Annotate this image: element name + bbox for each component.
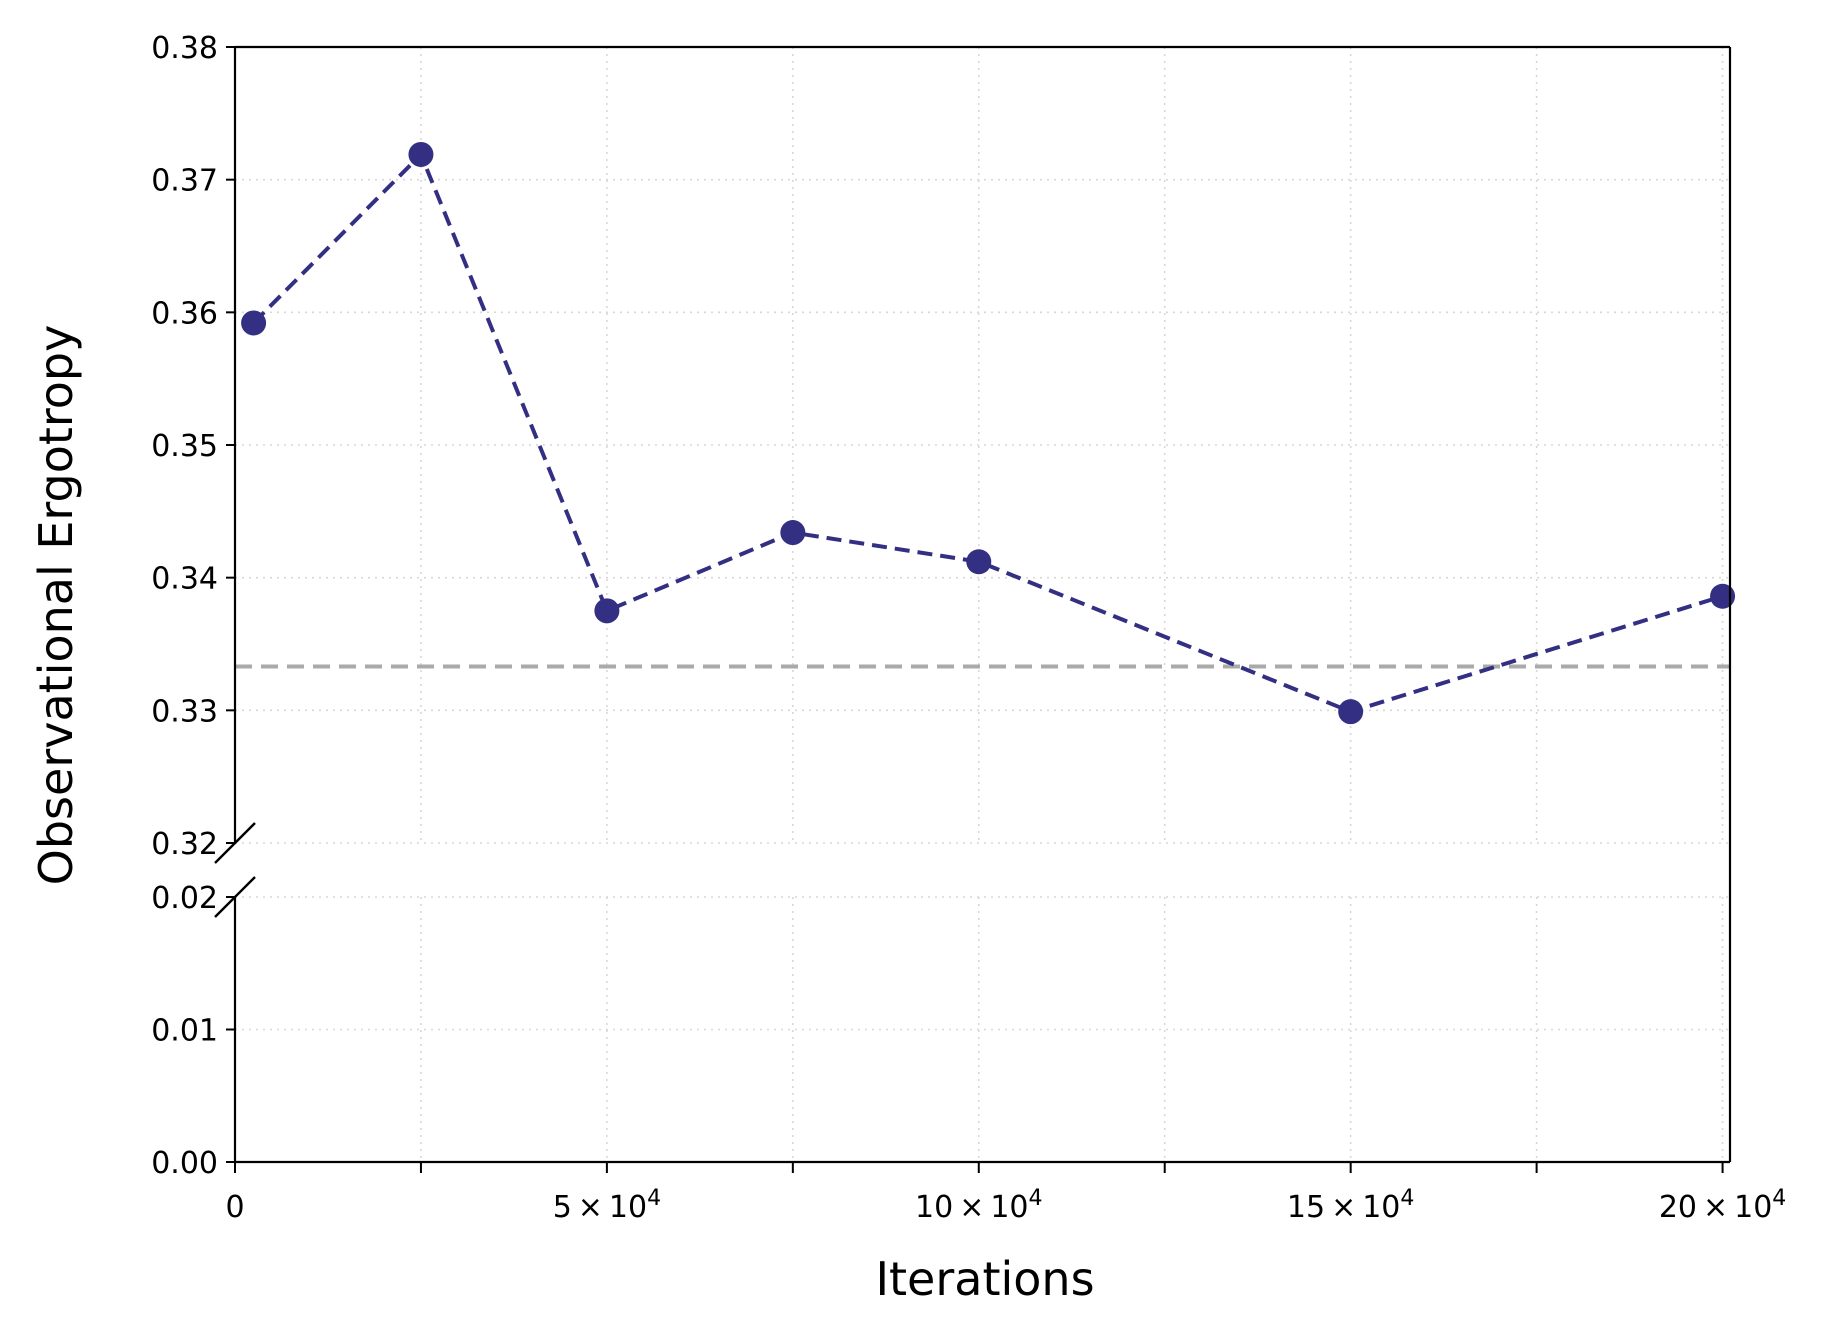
x-tick-label: 0: [225, 1190, 244, 1225]
x-tick-label: 5 × 104: [553, 1186, 661, 1225]
data-point: [1710, 583, 1736, 609]
y-tick-label: 0.33: [151, 694, 218, 729]
axes: [214, 45, 1732, 1173]
y-tick-label: 0.32: [151, 827, 218, 862]
x-tick-label: 15 × 104: [1287, 1186, 1414, 1225]
y-tick-label: 0.34: [151, 562, 218, 597]
tick-labels: 0.32 0.33 0.34 0.35 0.36 0.37 0.38 0.00 0.01 0.02…: [151, 31, 1786, 1225]
x-axis-label: Iterations: [875, 1252, 1094, 1306]
x-tick-label: 10 × 104: [915, 1186, 1042, 1225]
data-point: [241, 310, 267, 336]
y-tick-label: 0.00: [151, 1146, 218, 1181]
y-tick-label: 0.38: [151, 31, 218, 66]
series-group: [241, 141, 1736, 725]
y-tick-label: 0.02: [151, 881, 218, 916]
data-point: [408, 141, 434, 167]
y-tick-label: 0.36: [151, 296, 218, 331]
data-point: [966, 549, 992, 575]
y-tick-label: 0.35: [151, 429, 218, 464]
series-line: [252, 152, 1724, 714]
data-point: [594, 598, 620, 624]
x-tick-label: 20 × 104: [1659, 1186, 1786, 1225]
y-tick-label: 0.37: [151, 164, 218, 199]
y-tick-label: 0.01: [151, 1014, 218, 1049]
y-axis-label: Observational Ergotropy: [29, 325, 83, 886]
data-point: [1338, 699, 1364, 725]
grid: [234, 46, 1730, 1163]
data-point: [780, 520, 806, 546]
